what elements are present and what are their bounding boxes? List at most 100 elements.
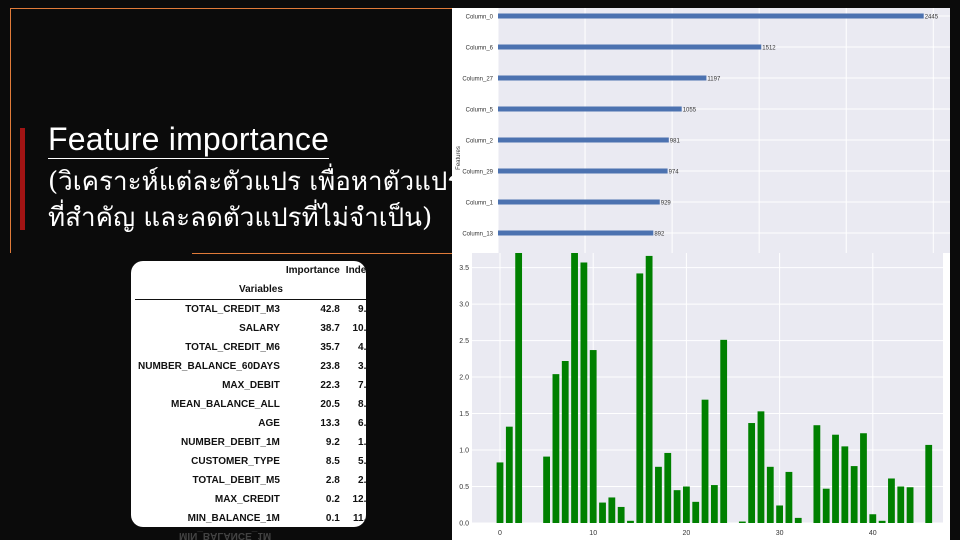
vbar-bar (841, 446, 849, 523)
vbar-bar (692, 501, 700, 523)
vbar-bar (701, 399, 709, 523)
feature-score-bar-chart: 0.0 0.5 1.0 1.5 2.0 2.5 3.0 3.5 0 10 20 30 40 (452, 253, 950, 540)
hbar-category-label: Column_2 (466, 139, 494, 145)
cell-importance: 23.8 (320, 360, 340, 372)
cell-importance: 35.7 (320, 341, 340, 353)
cell-variable: AGE (258, 417, 280, 429)
cell-index: 8.0 (358, 398, 366, 410)
vbar-bar (776, 505, 783, 523)
cell-importance: 9.2 (325, 436, 340, 448)
vbar-bar (617, 506, 625, 523)
vbar-bar (608, 497, 616, 523)
vbar-xtick-label: 40 (869, 530, 877, 537)
cell-importance: 38.7 (320, 322, 340, 334)
vbar-xtick-label: 20 (683, 530, 691, 537)
cell-variable: TOTAL_CREDIT_M3 (185, 303, 280, 315)
cell-index: 1.0 (358, 436, 366, 448)
cell-index: 11.0 (353, 512, 366, 524)
hbar-category-label: Column_5 (466, 108, 494, 114)
table-row: TOTAL_DEBIT_M5 2.8 2.0 (135, 471, 366, 490)
vbar-bar (925, 444, 933, 523)
cell-variable: SALARY (239, 322, 280, 334)
cell-index: 9.0 (358, 303, 366, 315)
hbar-category-label: Column_27 (462, 77, 493, 83)
table-subheader-row: Variables (135, 280, 366, 299)
cell-index: 4.0 (358, 341, 366, 353)
vbar-bar (636, 273, 644, 523)
vbar-bar (766, 466, 774, 523)
vbar-xtick-label: 0 (498, 530, 502, 537)
vbar-bar (813, 425, 821, 523)
cell-importance: 20.5 (320, 398, 340, 410)
subtitle-line-1: (วิเคราะห์แต่ละตัวแปร เพื่อหาตัวแปร (48, 167, 462, 197)
cell-index: 2.0 (358, 474, 366, 486)
table-body: TOTAL_CREDIT_M3 42.8 9.0 SALARY 38.7 10.0 TOTA… (135, 300, 366, 528)
table-row: AGE 13.3 6.0 (135, 414, 366, 433)
vbar-bar (748, 423, 756, 523)
importance-table-card: Importance Index Variables TOTAL_CREDIT_… (131, 261, 366, 527)
cell-index: 3.0 (358, 360, 366, 372)
subtitle-line-2: ที่สำคัญ และลดตัวแปรที่ไม่จำเป็น) (48, 203, 433, 233)
reflection-text: MIN_BALANCE_1M (179, 530, 272, 540)
cell-index: 5.0 (358, 455, 366, 467)
table-row: MAX_DEBIT 22.3 7.0 (135, 376, 366, 395)
header-index: Index (345, 265, 366, 276)
vbar-bar (897, 486, 905, 523)
vbar-bar (505, 426, 513, 523)
table-row: CUSTOMER_TYPE 8.5 5.0 (135, 452, 366, 471)
frame-left-line (10, 8, 11, 253)
cell-variable: NUMBER_DEBIT_1M (180, 436, 280, 448)
table-header-row: Importance Index (135, 261, 366, 280)
cell-importance: 13.3 (320, 417, 340, 429)
vbar-ytick-label: 0.0 (459, 521, 469, 528)
cell-variable: NUMBER_BALANCE_60DAYS (138, 360, 280, 372)
vbar-ytick-label: 3.5 (459, 265, 469, 272)
cell-importance: 2.8 (325, 474, 340, 486)
header-variables: Variables (238, 283, 283, 295)
table-row: MEAN_BALANCE_ALL 20.5 8.0 (135, 395, 366, 414)
vbar-bar (878, 520, 886, 523)
vbar-bar (580, 262, 588, 523)
vbar-ytick-label: 2.5 (459, 338, 469, 345)
vbar-bar (757, 411, 765, 523)
vbar-ytick-label: 2.0 (459, 375, 469, 382)
hbar-bar (498, 137, 669, 143)
vbar-bar (794, 517, 802, 523)
hbar-bar (498, 106, 682, 112)
vbar-ytick-label: 3.0 (459, 302, 469, 309)
cell-variable: MEAN_BALANCE_ALL (170, 398, 280, 410)
cell-variable: MAX_DEBIT (222, 379, 280, 391)
hbar-category-label: Column_1 (466, 201, 494, 207)
table-row: MAX_CREDIT 0.2 12.0 (135, 490, 366, 509)
cell-index: 12.0 (352, 493, 366, 505)
vbar-bar (832, 434, 839, 523)
hbar-value-label: 1512 (762, 46, 776, 52)
vbar-bar (720, 339, 728, 523)
vbar-bar (888, 478, 895, 523)
hbar-bar (498, 13, 924, 19)
vbar-ytick-label: 0.5 (459, 484, 469, 491)
hbar-category-label: Column_29 (462, 170, 493, 176)
hbar-value-label: 929 (661, 201, 672, 207)
vbar-bar (599, 502, 606, 523)
cell-importance: 0.1 (325, 512, 340, 524)
table-row: TOTAL_CREDIT_M6 35.7 4.0 (135, 338, 366, 357)
vbar-bar (552, 374, 560, 523)
vbar-svg: 0.0 0.5 1.0 1.5 2.0 2.5 3.0 3.5 0 10 20 30 40 (459, 253, 943, 537)
hbar-category-label: Column_13 (462, 232, 493, 238)
hbar-bar (498, 199, 660, 205)
cell-importance: 42.8 (320, 303, 340, 315)
slide-subtitle: (วิเคราะห์แต่ละตัวแปร เพื่อหาตัวแปร ที่ส… (48, 164, 461, 236)
table-row: MIN_BALANCE_1M 0.1 11.0 (135, 509, 366, 528)
vbar-bar (655, 466, 662, 523)
cell-variable: CUSTOMER_TYPE (191, 455, 280, 467)
vbar-bar (869, 514, 877, 523)
cell-variable: MAX_CREDIT (214, 493, 280, 505)
importance-table: Importance Index Variables TOTAL_CREDIT_… (135, 261, 366, 527)
hbar-svg: Column_0 2445 Column_6 1512 Column_27 1197 Col… (456, 8, 950, 253)
vbar-bar (710, 485, 718, 523)
cell-variable: TOTAL_CREDIT_M6 (185, 341, 280, 353)
feature-importance-hbar-chart: Column_0 2445 Column_6 1512 Column_27 1197 Col… (452, 8, 950, 253)
table-row: NUMBER_BALANCE_60DAYS 23.8 3.0 (135, 357, 366, 376)
vbar-bar (785, 471, 793, 523)
